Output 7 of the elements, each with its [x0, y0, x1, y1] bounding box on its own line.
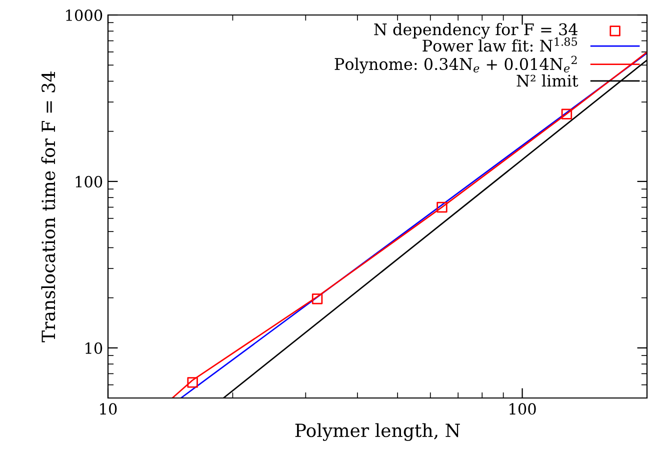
- y-tick-label: 10: [86, 342, 102, 354]
- x-axis-title: Polymer length, N: [295, 423, 460, 441]
- y-tick-label: 1000: [66, 9, 102, 22]
- y-axis-title: Translocation time for F = 34: [41, 72, 56, 342]
- legend-label: N² limit: [516, 74, 578, 87]
- y-tick-label: 100: [76, 176, 102, 188]
- legend-label: Polynome: 0.34N$_{e}$ + 0.014N$_{e}$$^{2}$: [334, 56, 577, 74]
